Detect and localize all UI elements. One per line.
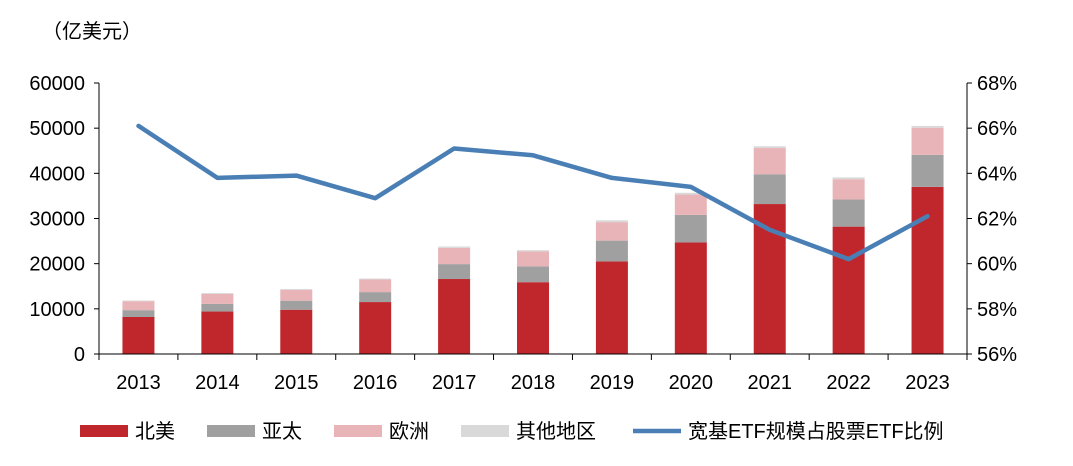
bar-2022-series-2 xyxy=(832,179,865,200)
legend-swatch-3 xyxy=(461,425,509,437)
left-tick-label: 10000 xyxy=(29,299,85,321)
x-tick-label: 2023 xyxy=(905,372,950,394)
bar-2023-series-0 xyxy=(911,186,944,354)
bar-2021-series-2 xyxy=(753,148,786,175)
bar-2013-series-0 xyxy=(122,316,155,354)
bar-2018-series-1 xyxy=(517,266,549,283)
right-tick-label: 58% xyxy=(977,299,1017,321)
bar-2013-series-1 xyxy=(122,310,155,317)
x-tick-label: 2021 xyxy=(747,372,792,394)
line-layer xyxy=(136,123,930,262)
bar-2013-series-3 xyxy=(122,300,155,302)
x-tick-label: 2020 xyxy=(669,372,714,394)
bar-2021-series-1 xyxy=(753,174,786,205)
x-tick-label: 2022 xyxy=(826,372,871,394)
bar-2019-series-3 xyxy=(595,220,628,223)
left-tick-label: 20000 xyxy=(29,254,85,276)
bar-2015-series-0 xyxy=(280,309,313,354)
bar-2022-series-3 xyxy=(832,177,865,180)
bar-2013-series-2 xyxy=(122,301,155,311)
bar-2017-series-0 xyxy=(438,279,471,354)
bar-2017-series-2 xyxy=(438,247,471,265)
bar-2019-series-1 xyxy=(595,240,628,262)
bar-2015-series-3 xyxy=(280,288,313,290)
left-tick-label: 50000 xyxy=(29,118,85,140)
x-tick-label: 2018 xyxy=(511,372,556,394)
left-tick-label: 40000 xyxy=(29,163,85,185)
bar-2021-series-3 xyxy=(753,146,786,149)
bar-2014-series-0 xyxy=(201,311,234,354)
series-line xyxy=(136,123,930,262)
legend-label-3: 其他地区 xyxy=(516,420,596,443)
bar-2014-series-1 xyxy=(201,303,234,312)
bar-2021-series-0 xyxy=(753,204,786,354)
right-tick-label: 64% xyxy=(977,163,1017,185)
x-tick-label: 2015 xyxy=(274,372,319,394)
right-tick-label: 56% xyxy=(977,344,1017,366)
legend-swatch-1 xyxy=(207,425,255,437)
bar-2016-series-0 xyxy=(359,302,392,354)
bar-2020-series-0 xyxy=(674,242,707,354)
right-tick-label: 60% xyxy=(977,254,1017,276)
bar-2016-series-2 xyxy=(359,279,392,293)
bar-2020-series-3 xyxy=(674,192,707,195)
bar-2023-series-3 xyxy=(911,125,944,128)
legend-label-line: 宽基ETF规模占股票ETF比例 xyxy=(688,420,944,443)
right-tick-label: 62% xyxy=(977,209,1017,231)
legend-label-1: 亚太 xyxy=(262,420,302,443)
bar-2014-series-2 xyxy=(201,293,234,304)
legend: 北美 亚太 欧洲 其他地区 宽基ETF规模占股票ETF比例 xyxy=(80,420,944,443)
bar-2015-series-1 xyxy=(280,300,313,310)
left-tick-label: 60000 xyxy=(29,73,85,95)
bar-2018-series-3 xyxy=(517,250,549,252)
bar-2014-series-3 xyxy=(201,293,234,294)
bars-layer xyxy=(122,125,944,354)
right-tick-label: 68% xyxy=(977,73,1017,95)
x-tick-label: 2014 xyxy=(195,372,240,394)
x-tick-label: 2017 xyxy=(432,372,477,394)
left-tick-label: 0 xyxy=(74,344,85,366)
bar-2015-series-2 xyxy=(280,289,313,301)
bar-2019-series-2 xyxy=(595,222,628,241)
bar-2022-series-0 xyxy=(832,226,865,354)
legend-swatch-2 xyxy=(334,425,382,437)
left-tick-label: 30000 xyxy=(29,209,85,231)
unit-label: （亿美元） xyxy=(42,20,142,43)
bar-2016-series-1 xyxy=(359,292,392,303)
legend-swatch-0 xyxy=(80,425,128,437)
x-tick-label: 2019 xyxy=(590,372,635,394)
bar-2023-series-2 xyxy=(911,127,944,155)
bar-2020-series-1 xyxy=(674,214,707,243)
bar-2020-series-2 xyxy=(674,194,707,215)
legend-label-0: 北美 xyxy=(135,420,175,443)
axes-layer: 0 10000 20000 30000 40000 50000 60000 56% 58% 60%… xyxy=(29,73,1017,394)
x-tick-label: 2013 xyxy=(116,372,161,394)
bar-2019-series-0 xyxy=(595,261,628,354)
x-tick-label: 2016 xyxy=(353,372,398,394)
bar-2016-series-3 xyxy=(359,278,392,280)
bar-2018-series-2 xyxy=(517,251,549,267)
bar-2017-series-3 xyxy=(438,246,471,248)
legend-label-2: 欧洲 xyxy=(389,420,429,443)
bar-2023-series-1 xyxy=(911,154,944,187)
right-tick-label: 66% xyxy=(977,118,1017,140)
bar-2018-series-0 xyxy=(517,282,549,354)
bar-2017-series-1 xyxy=(438,264,471,280)
bar-2022-series-1 xyxy=(832,199,865,227)
